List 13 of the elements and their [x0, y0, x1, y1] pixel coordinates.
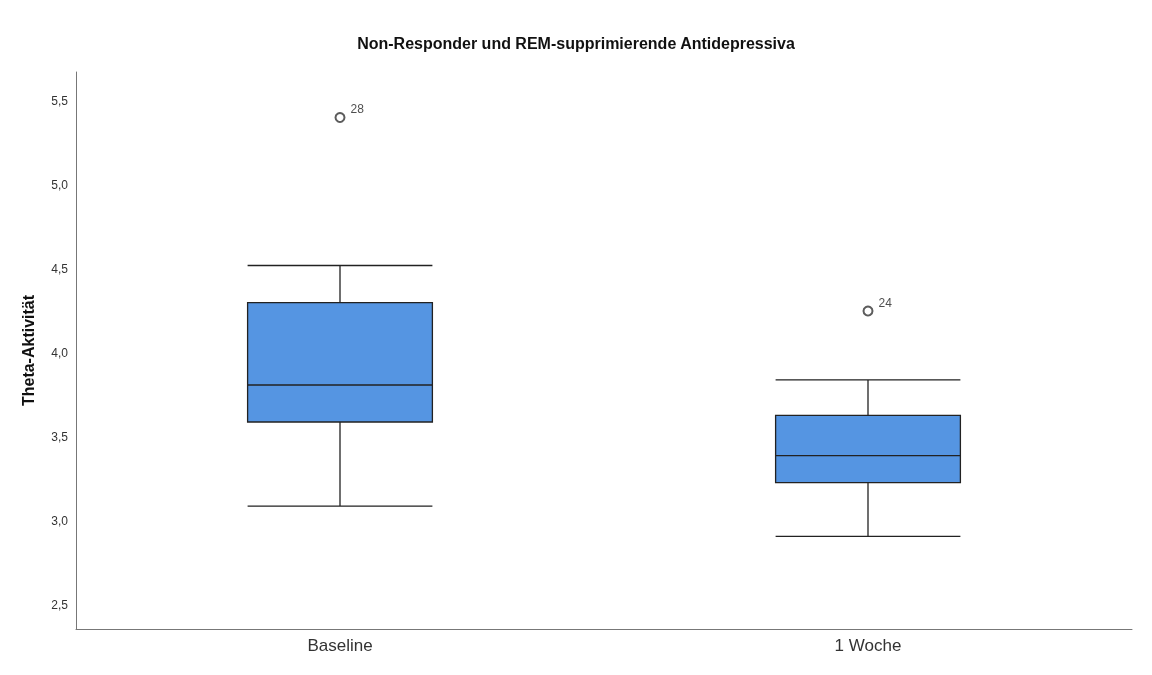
y-tick-label: 3,0 — [51, 514, 69, 529]
chart-title: Non-Responder und REM-supprimierende Antidepressiva — [357, 34, 795, 52]
y-tick-label: 5,5 — [51, 93, 69, 108]
annotation: 28 — [350, 102, 365, 117]
y-tick-label: 3,5 — [51, 430, 69, 445]
y-tick-label: 5,0 — [51, 177, 69, 192]
x-tick-label: Baseline — [307, 636, 373, 655]
y-tick-label: 4,5 — [51, 261, 69, 276]
y-tick-label: 4,0 — [51, 346, 69, 361]
x-tick-label: 1 Woche — [834, 636, 902, 655]
annotation: 24 — [878, 295, 893, 310]
y-tick-label: 2,5 — [51, 598, 69, 613]
y-axis-title: Theta-Aktivität — [19, 294, 37, 407]
